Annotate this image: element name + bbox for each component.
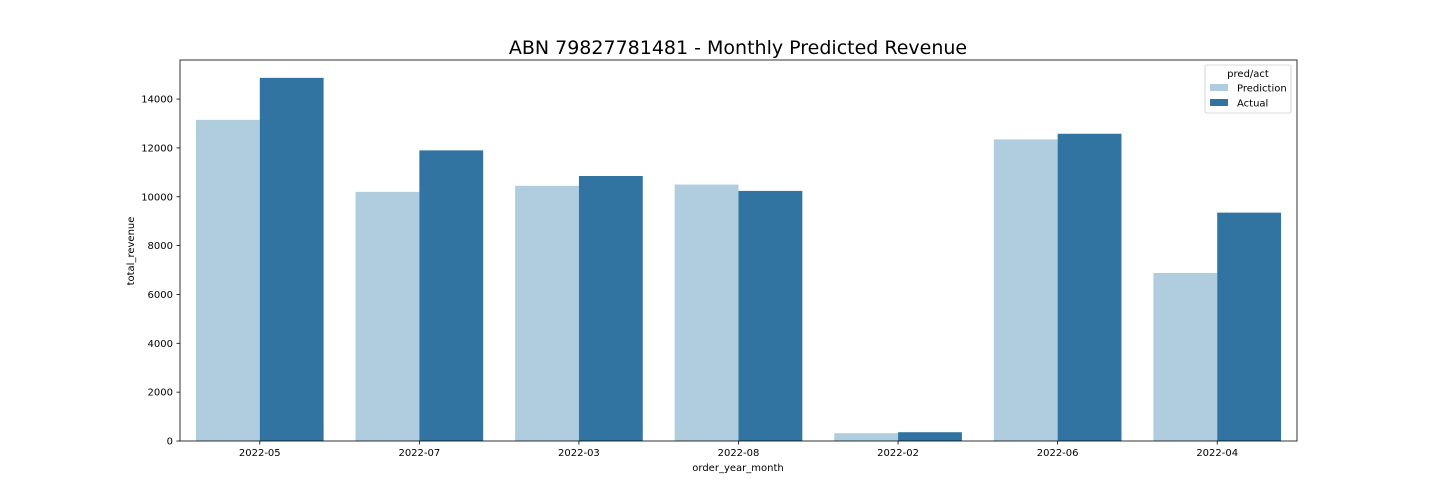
- legend-label-actual: Actual: [1237, 99, 1268, 110]
- bar-prediction-2022-07: [355, 191, 420, 441]
- x-tick-label: 2022-06: [1037, 448, 1079, 459]
- x-tick-label: 2022-04: [1196, 448, 1238, 459]
- bar-prediction-2022-02: [834, 433, 899, 441]
- x-tick-label: 2022-08: [718, 448, 760, 459]
- x-tick-label: 2022-05: [239, 448, 281, 459]
- x-axis-label: order_year_month: [692, 463, 783, 474]
- y-tick-label: 8000: [148, 241, 173, 252]
- bar-prediction-2022-05: [195, 119, 260, 441]
- plot-frame: [179, 59, 1298, 442]
- y-axis-label: total_revenue: [126, 217, 137, 286]
- bar-actual-2022-06: [1057, 133, 1122, 441]
- legend-label-prediction: Prediction: [1237, 84, 1287, 95]
- bars-group: [195, 77, 1282, 442]
- bar-prediction-2022-03: [515, 185, 579, 441]
- y-tick-label: 0: [167, 437, 173, 448]
- chart-title: ABN 79827781481 - Monthly Predicted Reve…: [509, 37, 967, 59]
- bar-actual-2022-02: [898, 432, 962, 441]
- legend-swatch-prediction: [1210, 84, 1228, 91]
- x-tick-label: 2022-07: [398, 448, 440, 459]
- bar-actual-2022-04: [1217, 212, 1282, 441]
- legend-title: pred/act: [1227, 69, 1269, 80]
- bar-actual-2022-05: [259, 77, 324, 441]
- x-tick-label: 2022-02: [877, 448, 919, 459]
- y-tick-label: 6000: [148, 290, 173, 301]
- bar-prediction-2022-08: [674, 184, 739, 441]
- y-tick-label: 2000: [148, 388, 173, 399]
- bar-actual-2022-08: [738, 190, 803, 441]
- y-tick-label: 12000: [141, 143, 173, 154]
- x-tick-label: 2022-03: [558, 448, 600, 459]
- legend: pred/act Prediction Actual: [1204, 64, 1292, 114]
- bar-actual-2022-07: [419, 150, 484, 441]
- y-tick-label: 10000: [141, 192, 173, 203]
- legend-swatch-actual: [1210, 99, 1228, 106]
- y-tick-label: 14000: [141, 95, 173, 106]
- y-tick-label: 4000: [148, 339, 173, 350]
- bar-prediction-2022-06: [993, 139, 1058, 442]
- y-axis-ticks: 0 2000 4000 6000 8000 10000 12000 14000: [141, 95, 180, 448]
- bar-prediction-2022-04: [1153, 272, 1218, 441]
- bar-actual-2022-03: [578, 176, 643, 441]
- x-axis-ticks: 2022-05 2022-07 2022-03 2022-08 2022-02 2022-…: [239, 441, 1238, 459]
